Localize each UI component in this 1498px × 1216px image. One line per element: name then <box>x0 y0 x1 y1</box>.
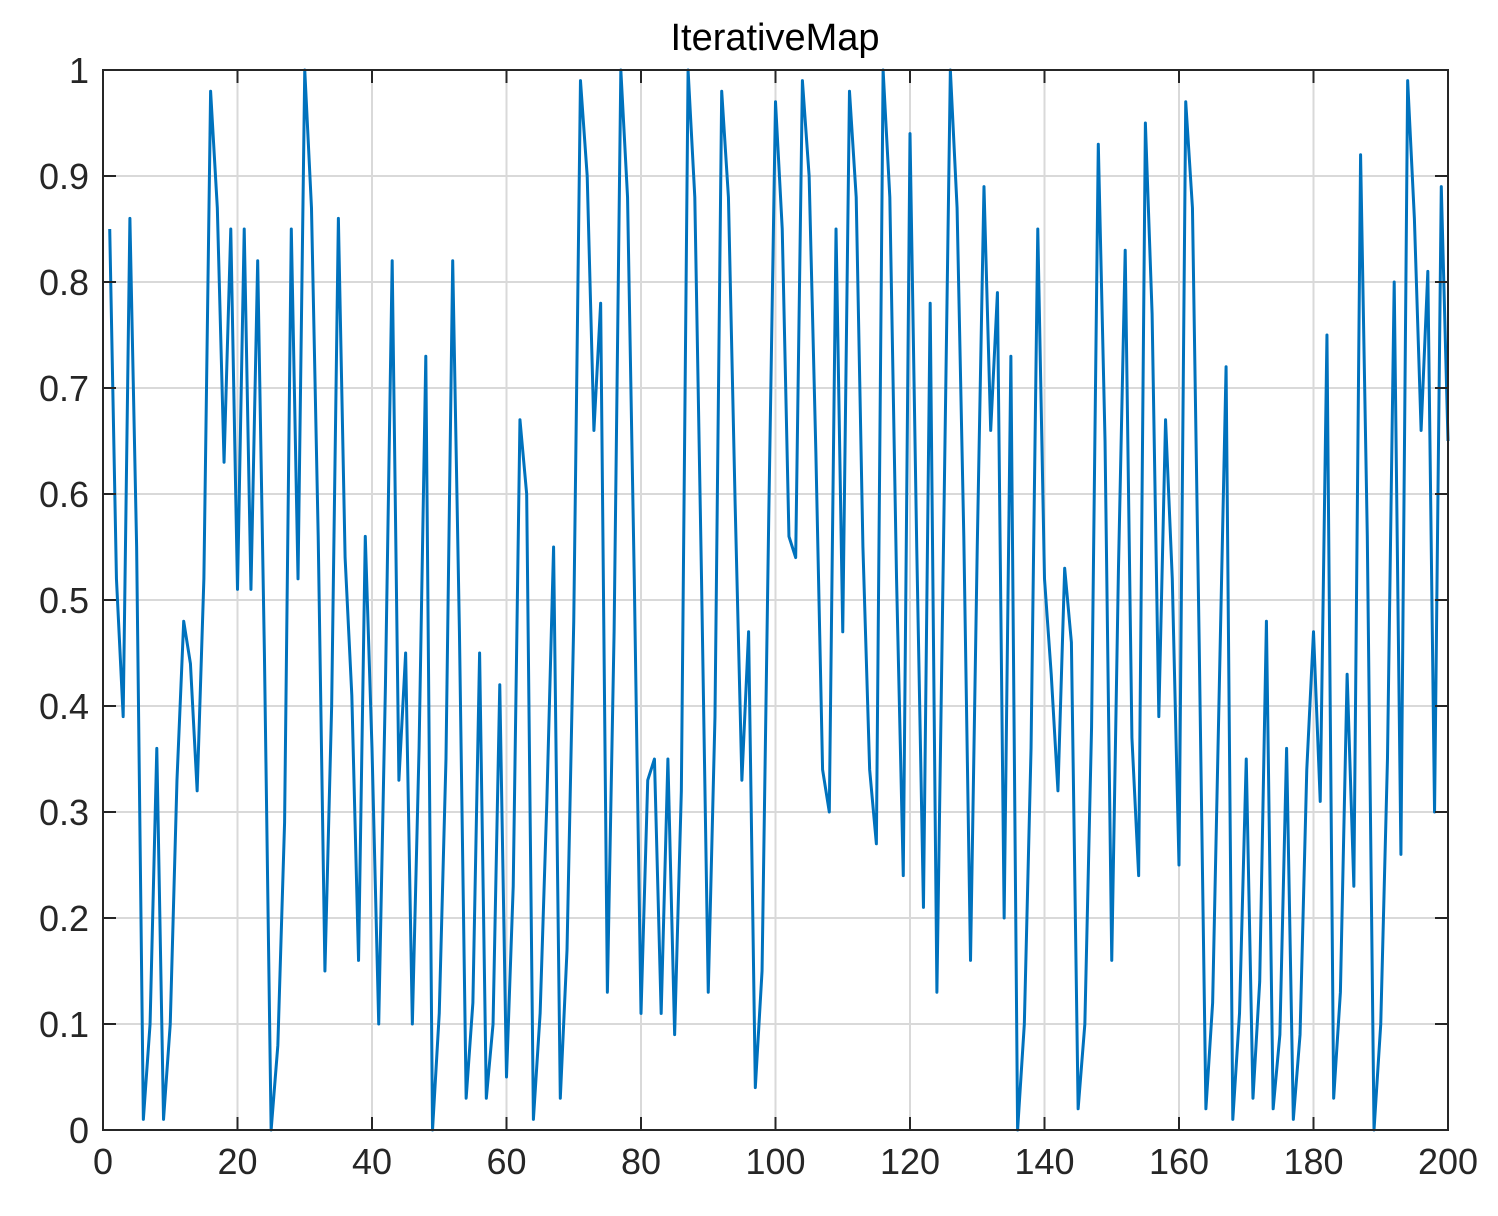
x-tick-label: 160 <box>1149 1141 1209 1182</box>
y-tick-label: 0.2 <box>39 898 89 939</box>
x-tick-label: 120 <box>880 1141 940 1182</box>
y-tick-label: 0.4 <box>39 686 89 727</box>
x-tick-label: 40 <box>352 1141 392 1182</box>
x-tick-label: 100 <box>745 1141 805 1182</box>
chart-title: IterativeMap <box>670 17 879 59</box>
y-tick-label: 0.6 <box>39 474 89 515</box>
y-tick-label: 0 <box>69 1110 89 1151</box>
y-tick-label: 0.9 <box>39 156 89 197</box>
x-tick-labels: 0 20 40 60 80 100 120 140 160 180 200 <box>93 1141 1478 1182</box>
y-tick-label: 1 <box>69 50 89 91</box>
y-tick-label: 0.8 <box>39 262 89 303</box>
y-tick-label: 0.5 <box>39 580 89 621</box>
x-tick-label: 20 <box>217 1141 257 1182</box>
y-tick-label: 0.1 <box>39 1004 89 1045</box>
y-gridlines <box>103 175 1448 1025</box>
series-line <box>108 68 1450 1132</box>
y-tick-label: 0.7 <box>39 368 89 409</box>
y-tick-label: 0.3 <box>39 792 89 833</box>
x-tick-label: 200 <box>1418 1141 1478 1182</box>
x-tick-label: 0 <box>93 1141 113 1182</box>
x-tick-label: 80 <box>621 1141 661 1182</box>
x-tick-label: 60 <box>486 1141 526 1182</box>
tick-marks <box>102 69 1449 1131</box>
x-tick-label: 180 <box>1283 1141 1343 1182</box>
y-tick-labels: 0 0.1 0.2 0.3 0.4 0.5 0.6 0.7 0.8 0.9 1 <box>39 50 89 1151</box>
x-tick-label: 140 <box>1014 1141 1074 1182</box>
